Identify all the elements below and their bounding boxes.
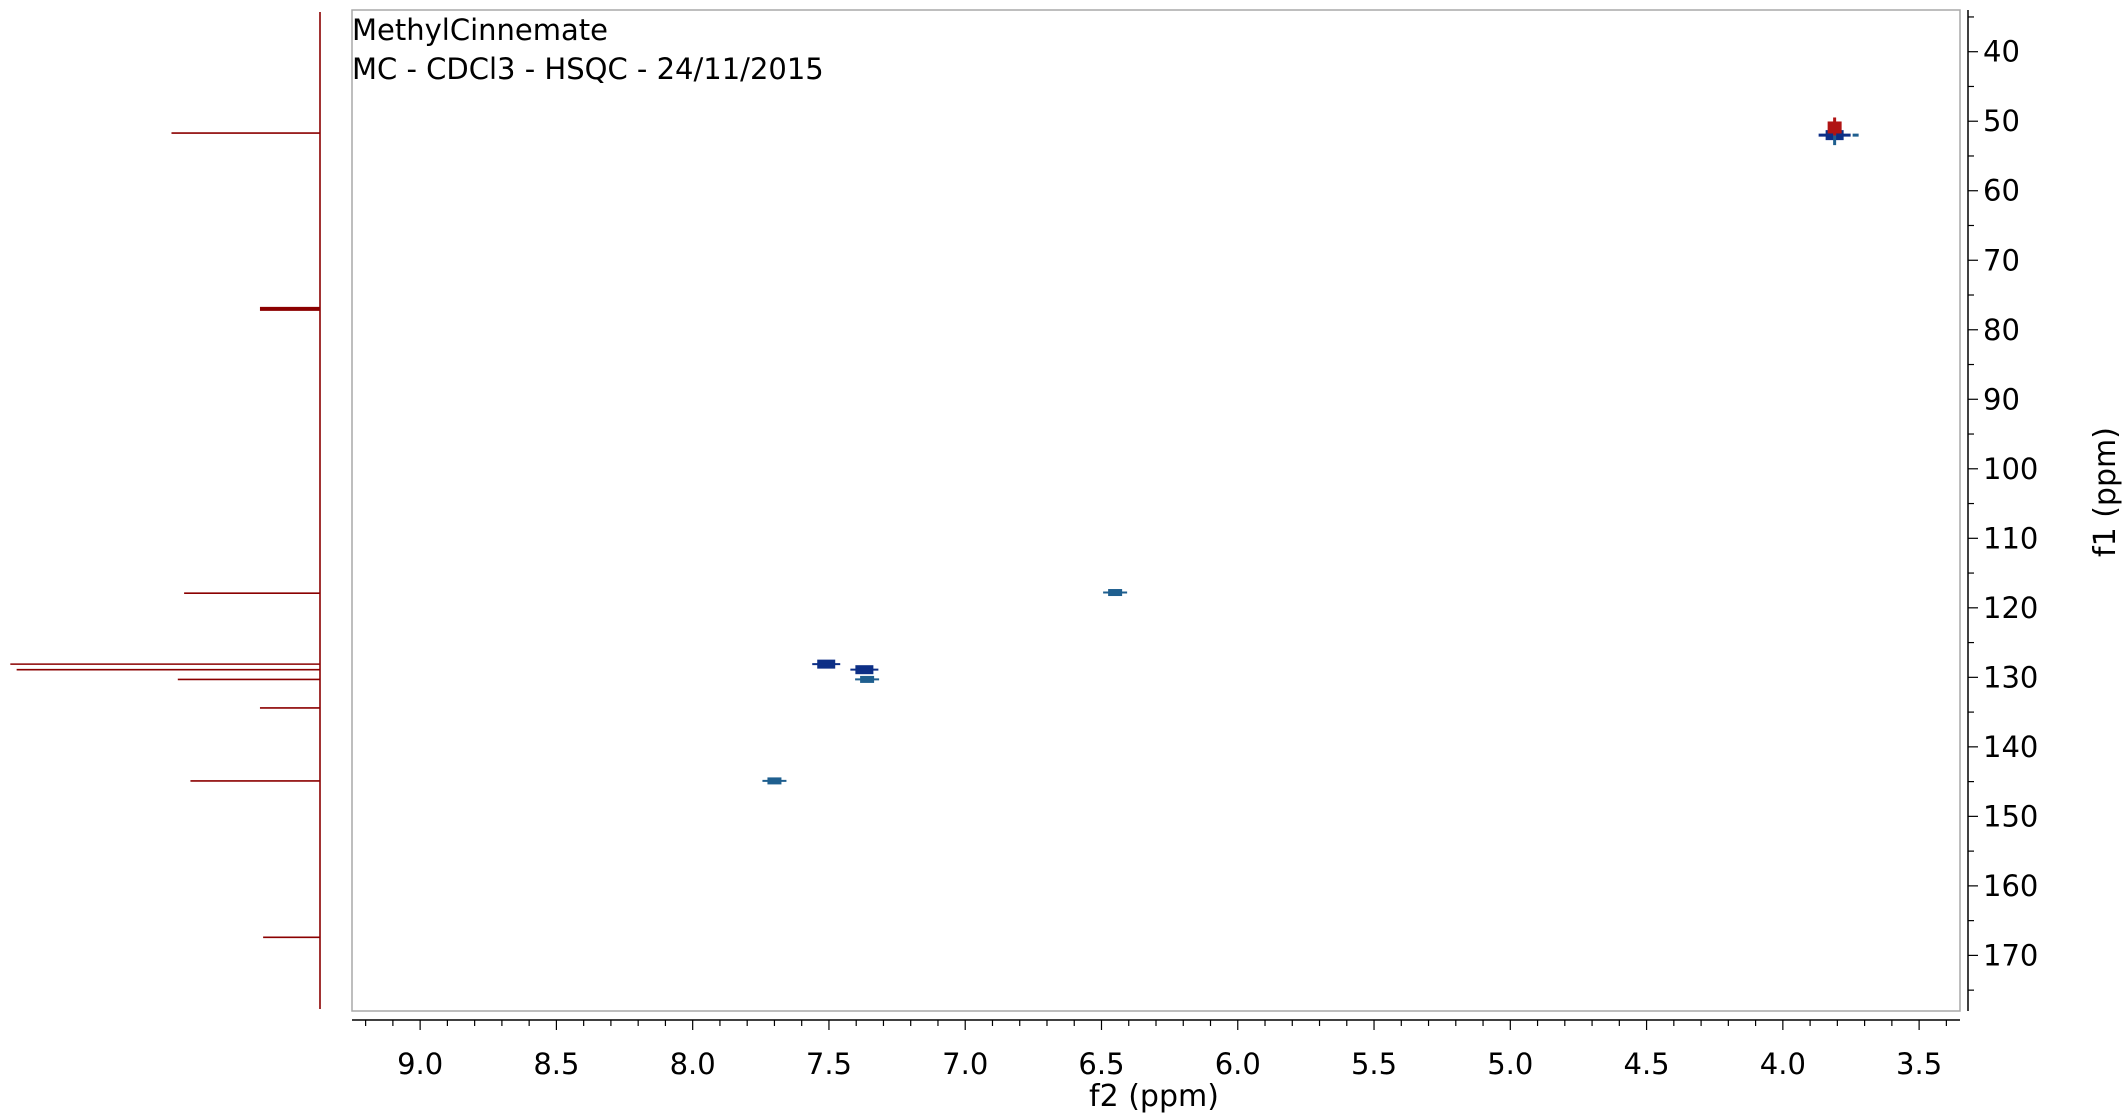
y-tick-label: 80 <box>1983 313 2020 347</box>
y-tick-label: 120 <box>1983 591 2038 625</box>
x-axis-label: f2 (ppm) <box>1089 1079 1219 1114</box>
y-tick-label: 170 <box>1983 938 2038 972</box>
f1-projection <box>10 12 321 1009</box>
y-axis: 40 50 60 70 80 90 100 110 120 130 140 150 160 170 <box>1967 10 2038 1011</box>
x-axis: 9.0 8.5 8.0 7.5 7.0 6.5 6.0 5.5 5.0 4.5 4.0 3.5 <box>352 1019 1960 1081</box>
cross-peaks <box>762 117 1859 785</box>
y-tick-label: 150 <box>1983 799 2038 833</box>
x-tick-label: 3.5 <box>1896 1047 1942 1081</box>
chart-title: MethylCinnemate <box>352 13 608 47</box>
chart-subtitle: MC - CDCl3 - HSQC - 24/11/2015 <box>352 52 824 86</box>
y-tick-label: 100 <box>1983 452 2038 486</box>
plot-frame <box>351 9 1961 1012</box>
y-tick-label: 70 <box>1983 243 2020 277</box>
y-axis-label: f1 (ppm) <box>2088 427 2123 557</box>
x-tick-label: 4.0 <box>1760 1047 1806 1081</box>
y-tick-label: 50 <box>1983 104 2020 138</box>
y-tick-label: 160 <box>1983 869 2038 903</box>
x-tick-label: 7.5 <box>806 1047 852 1081</box>
x-tick-label: 8.5 <box>533 1047 579 1081</box>
y-tick-label: 90 <box>1983 382 2020 416</box>
x-tick-label: 6.5 <box>1078 1047 1124 1081</box>
x-tick-label: 4.5 <box>1624 1047 1670 1081</box>
y-tick-label: 140 <box>1983 730 2038 764</box>
x-tick-label: 7.0 <box>942 1047 988 1081</box>
y-tick-label: 110 <box>1983 521 2038 555</box>
x-tick-label: 9.0 <box>397 1047 443 1081</box>
y-tick-label: 130 <box>1983 660 2038 694</box>
x-tick-label: 5.5 <box>1351 1047 1397 1081</box>
y-tick-label: 40 <box>1983 35 2020 69</box>
x-tick-label: 8.0 <box>670 1047 716 1081</box>
x-tick-label: 5.0 <box>1487 1047 1533 1081</box>
x-tick-label: 6.0 <box>1215 1047 1261 1081</box>
y-tick-label: 60 <box>1983 174 2020 208</box>
